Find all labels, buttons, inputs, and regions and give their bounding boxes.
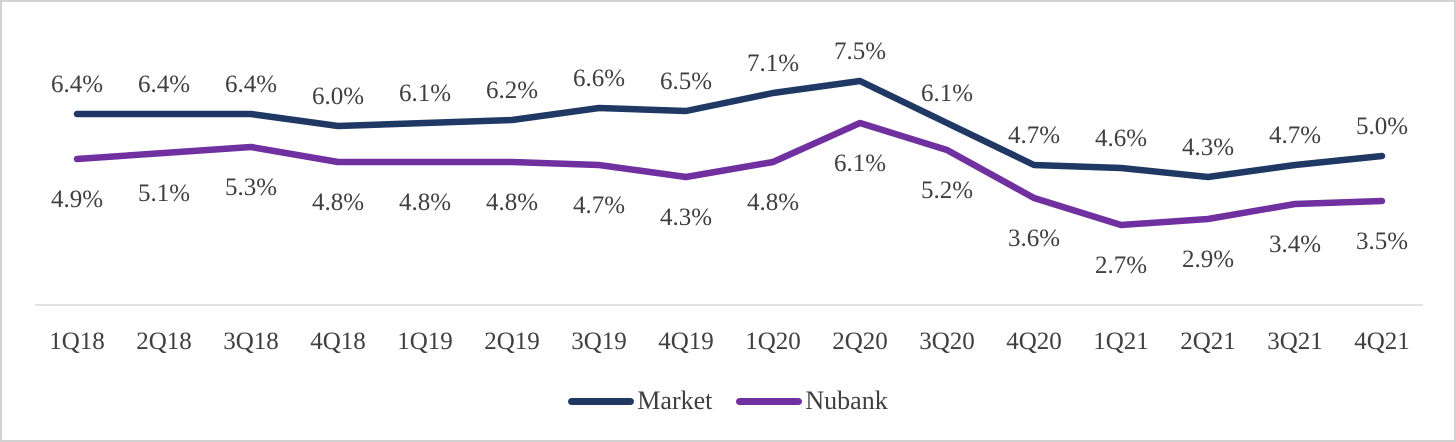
x-axis-label: 2Q19 (484, 328, 540, 355)
nubank-data-label: 2.7% (1095, 252, 1147, 279)
legend-item-market: Market (568, 388, 712, 414)
market-data-label: 5.0% (1356, 113, 1408, 140)
nubank-data-label: 3.5% (1356, 228, 1408, 255)
market-data-label: 4.3% (1182, 134, 1234, 161)
nubank-data-label: 4.8% (312, 189, 364, 216)
nubank-data-label: 4.7% (573, 192, 625, 219)
market-data-label: 6.1% (921, 80, 973, 107)
nubank-data-label: 4.9% (51, 186, 103, 213)
x-axis-label: 2Q21 (1180, 328, 1236, 355)
market-data-label: 6.1% (399, 80, 451, 107)
market-data-label: 7.1% (747, 50, 799, 77)
x-axis-label: 4Q21 (1354, 328, 1410, 355)
x-axis-label: 1Q21 (1093, 328, 1149, 355)
x-axis-label: 2Q18 (136, 328, 192, 355)
market-data-label: 6.0% (312, 83, 364, 110)
nubank-data-label: 6.1% (834, 150, 886, 177)
market-data-label: 6.4% (138, 71, 190, 98)
x-axis-label: 4Q19 (658, 328, 714, 355)
legend-item-nubank: Nubank (736, 386, 888, 415)
market-data-label: 6.2% (486, 77, 538, 104)
nubank-data-label: 4.3% (660, 204, 712, 231)
market-data-label: 6.4% (51, 71, 103, 98)
legend-swatch-nubank-line (736, 397, 803, 405)
x-axis-label: 3Q21 (1267, 328, 1323, 355)
market-data-label: 4.7% (1008, 122, 1060, 149)
nubank-data-label: 2.9% (1182, 246, 1234, 273)
x-axis-label: 1Q18 (49, 328, 105, 355)
x-axis-label: 3Q18 (223, 328, 279, 355)
nubank-data-label: 4.8% (399, 189, 451, 216)
x-axis-label: 3Q19 (571, 328, 627, 355)
x-axis-label: 3Q20 (919, 328, 975, 355)
x-axis-label: 4Q18 (310, 328, 366, 355)
market-data-label: 4.7% (1269, 122, 1321, 149)
nubank-line-series (73, 119, 1386, 229)
nubank-data-label: 3.4% (1269, 231, 1321, 258)
market-data-label: 6.4% (225, 71, 277, 98)
nubank-data-label: 3.6% (1008, 225, 1060, 252)
nubank-data-label: 5.1% (138, 180, 190, 207)
x-axis-label: 1Q19 (397, 328, 453, 355)
legend: Market Nubank (2, 386, 1454, 416)
x-axis-label: 2Q20 (832, 328, 888, 355)
market-data-label: 6.6% (573, 65, 625, 92)
market-data-label: 7.5% (834, 38, 886, 65)
x-axis-label: 1Q20 (745, 328, 801, 355)
legend-label-nubank: Nubank (805, 386, 888, 415)
nubank-data-label: 5.2% (921, 177, 973, 204)
market-data-label: 4.6% (1095, 125, 1147, 152)
legend-label-market: Market (637, 386, 713, 415)
nubank-data-label: 4.8% (486, 189, 538, 216)
market-data-label: 6.5% (660, 68, 712, 95)
x-axis-label: 4Q20 (1006, 328, 1062, 355)
nubank-data-label: 4.8% (747, 189, 799, 216)
nubank-data-label: 5.3% (225, 174, 277, 201)
market-line-series (73, 77, 1386, 181)
legend-swatch-market-line (568, 397, 635, 405)
